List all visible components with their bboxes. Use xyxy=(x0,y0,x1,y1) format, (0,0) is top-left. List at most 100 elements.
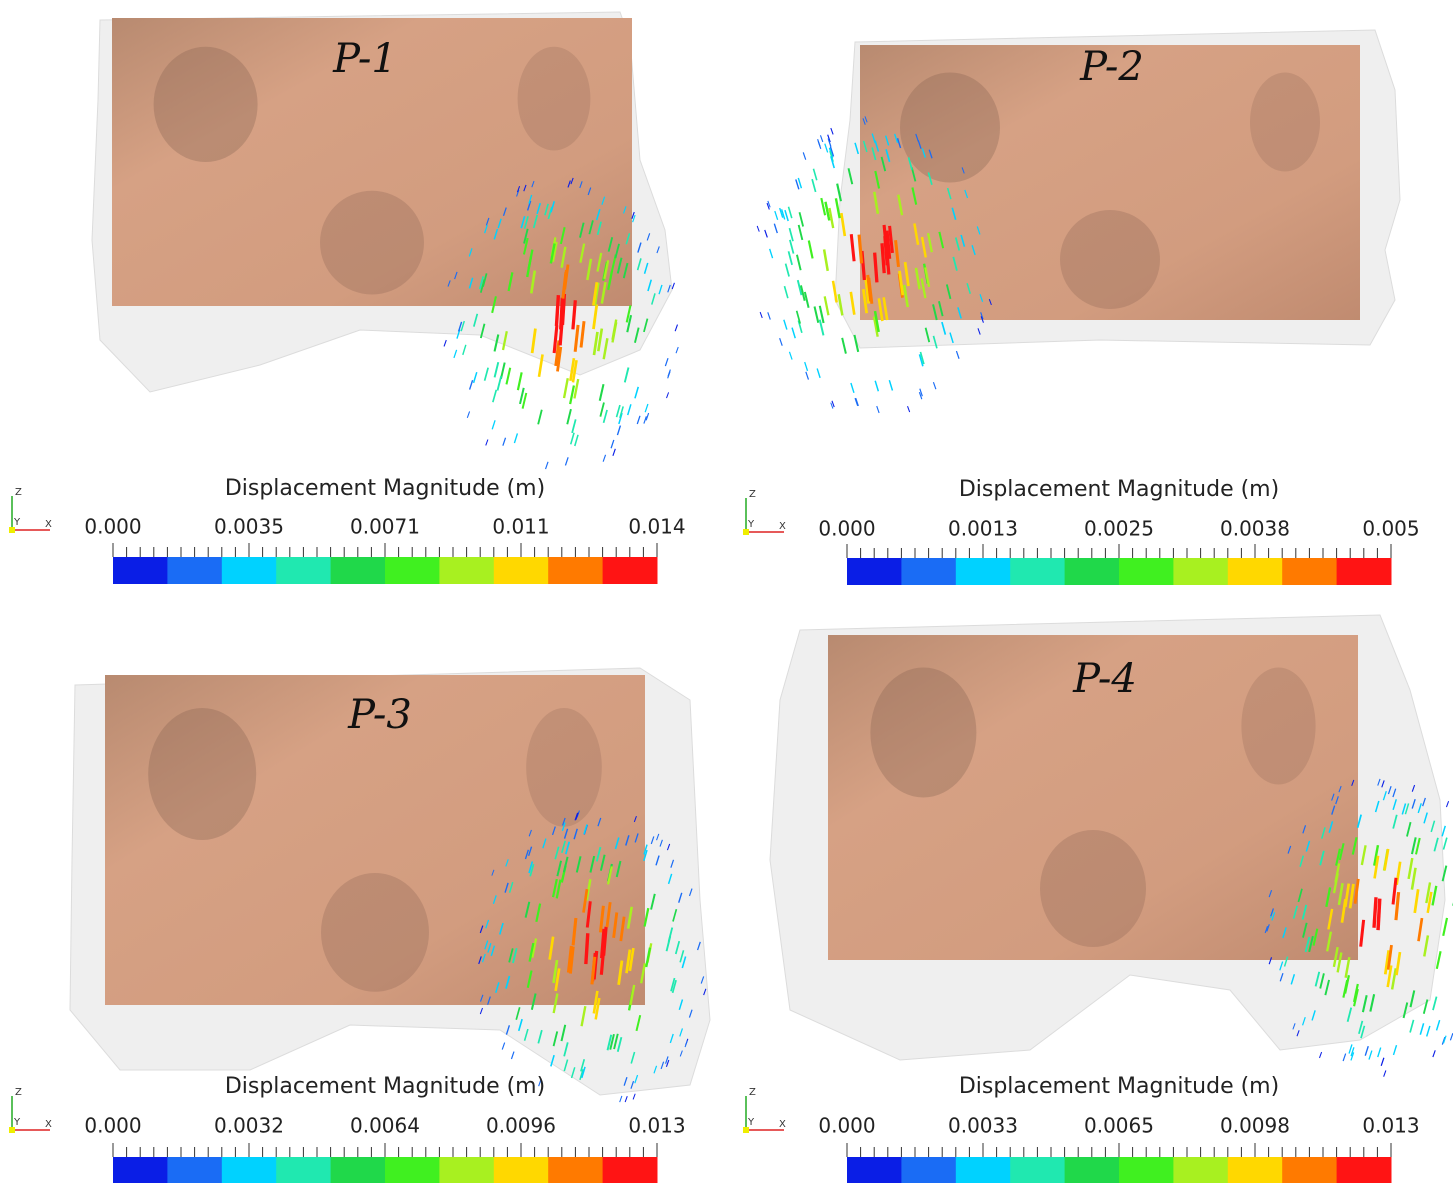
displacement-arrow xyxy=(498,376,502,390)
displacement-arrow xyxy=(523,393,527,409)
colorbar-tick-label: 0.0033 xyxy=(948,1114,1018,1138)
displacement-arrow xyxy=(1446,801,1448,807)
displacement-arrow xyxy=(1365,1046,1368,1056)
displacement-arrow xyxy=(824,249,828,270)
displacement-arrow xyxy=(1384,1070,1386,1076)
colorbar-tick-label: 0.000 xyxy=(84,1114,141,1138)
panel: P-3ZYXDisplacement Magnitude (m)0.0000.0… xyxy=(9,668,710,1183)
axis-x-label: X xyxy=(779,1119,786,1130)
displacement-arrow xyxy=(780,338,783,346)
displacement-arrow xyxy=(492,420,495,429)
colorbar-segment xyxy=(331,557,386,584)
displacement-arrow xyxy=(620,1096,622,1102)
colorbar-tick-label: 0.011 xyxy=(492,515,549,539)
colorbar-segment xyxy=(276,1157,331,1183)
colorbar-tick-label: 0.0098 xyxy=(1220,1114,1290,1138)
colorbar-segment xyxy=(439,1157,494,1183)
shadow xyxy=(870,668,976,798)
axis-x-label: X xyxy=(45,1119,52,1130)
displacement-arrow xyxy=(1443,918,1447,936)
axis-z-label: Z xyxy=(749,1087,756,1098)
displacement-arrow xyxy=(586,933,588,964)
panel: P-4ZYXDisplacement Magnitude (m)0.0000.0… xyxy=(743,615,1453,1183)
displacement-arrow xyxy=(774,224,777,233)
shadow xyxy=(154,47,258,162)
shadow xyxy=(1241,668,1315,785)
colorbar-segment xyxy=(276,557,331,584)
displacement-arrow xyxy=(803,152,805,159)
colorbar-tick-label: 0.0096 xyxy=(486,1114,556,1138)
colorbar-segment xyxy=(1173,1157,1228,1183)
displacement-arrow xyxy=(1369,1051,1372,1060)
colorbar-segment xyxy=(1228,1157,1283,1183)
colorbar-segment xyxy=(1282,558,1337,585)
displacement-arrow xyxy=(851,383,854,393)
displacement-arrow xyxy=(604,410,607,423)
axis-x-label: X xyxy=(45,519,52,530)
displacement-arrow xyxy=(625,1096,627,1102)
displacement-arrow xyxy=(806,372,809,380)
displacement-arrow xyxy=(617,426,620,435)
displacement-arrow xyxy=(463,345,466,355)
displacement-arrow xyxy=(603,455,605,462)
displacement-arrow xyxy=(1410,1020,1413,1033)
displacement-arrow xyxy=(821,198,825,215)
displacement-arrow xyxy=(502,1043,504,1050)
displacement-arrow xyxy=(613,449,615,456)
displacement-arrow xyxy=(637,416,640,424)
colorbar-segment xyxy=(1173,558,1228,585)
displacement-arrow xyxy=(1437,1020,1440,1030)
displacement-arrow xyxy=(789,251,793,265)
colorbar-segment xyxy=(494,1157,549,1183)
panel: P-1ZYXDisplacement Magnitude (m)0.0000.0… xyxy=(9,12,686,584)
displacement-arrow xyxy=(514,433,517,443)
displacement-arrow xyxy=(815,307,819,323)
colorbar-segment xyxy=(222,557,277,584)
displacement-arrow xyxy=(908,406,910,412)
colorbar-segment xyxy=(901,558,956,585)
displacement-arrow xyxy=(633,1094,635,1100)
panel-label: P-4 xyxy=(1072,656,1137,702)
colorbar-segment xyxy=(222,1157,277,1183)
colorbar-segment xyxy=(331,1157,386,1183)
displacement-arrow xyxy=(1393,1045,1396,1055)
displacement-arrow xyxy=(799,212,803,226)
colorbar-tick-label: 0.0071 xyxy=(350,515,420,539)
colorbar-tick-label: 0.0025 xyxy=(1084,517,1154,541)
shadow xyxy=(320,191,424,295)
displacement-arrow xyxy=(796,179,799,189)
colorbar-segment xyxy=(167,557,222,584)
displacement-arrow xyxy=(798,178,801,188)
displacement-arrow xyxy=(813,169,816,181)
colorbar-title: Displacement Magnitude (m) xyxy=(959,1074,1279,1099)
displacement-arrow xyxy=(1378,899,1380,931)
axis-y-label: Y xyxy=(747,1117,755,1128)
displacement-arrow xyxy=(1378,1048,1381,1058)
displacement-arrow xyxy=(805,362,808,371)
displacement-arrow xyxy=(1420,1023,1423,1034)
colorbar-segment xyxy=(847,1157,902,1183)
displacement-arrow xyxy=(768,312,771,319)
colorbar-tick-label: 0.0038 xyxy=(1220,517,1290,541)
colorbar-segment xyxy=(603,1157,658,1183)
displacement-arrow xyxy=(817,369,820,378)
displacement-arrow xyxy=(875,381,878,392)
colorbar-segment xyxy=(167,1157,222,1183)
shadow xyxy=(1060,210,1160,309)
colorbar-segment xyxy=(1119,558,1174,585)
colorbar-tick-label: 0.013 xyxy=(1362,1114,1419,1138)
displacement-arrow xyxy=(571,433,574,445)
displacement-arrow xyxy=(667,392,669,398)
displacement-arrow xyxy=(790,240,794,254)
displacement-arrow xyxy=(538,410,542,425)
displacement-arrow xyxy=(775,211,778,220)
displacement-arrow xyxy=(611,440,614,448)
panel-label: P-1 xyxy=(332,36,397,82)
displacement-arrow xyxy=(825,296,829,315)
colorbar-tick-label: 0.0064 xyxy=(350,1114,420,1138)
displacement-arrow xyxy=(788,207,791,218)
axis-z-label: Z xyxy=(15,1087,22,1098)
colorbar-segment xyxy=(1337,1157,1392,1183)
displacement-arrow xyxy=(675,325,677,332)
displacement-arrow xyxy=(831,128,833,134)
